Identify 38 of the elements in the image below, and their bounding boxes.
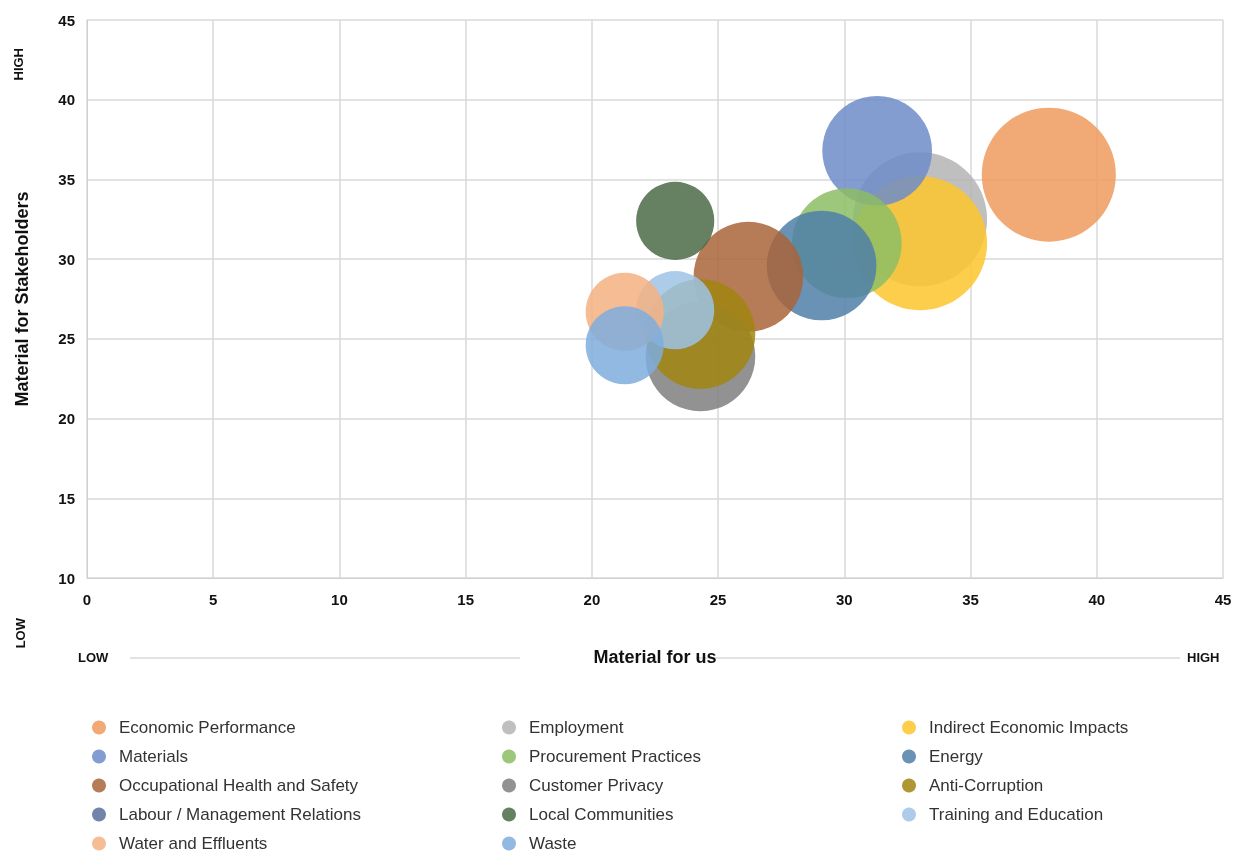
text: LOW bbox=[13, 617, 28, 649]
legend-label: Indirect Economic Impacts bbox=[929, 718, 1129, 737]
x-tick-label: 35 bbox=[962, 591, 979, 608]
y-tick-label: 30 bbox=[58, 250, 75, 268]
legend-label: Local Communities bbox=[529, 805, 674, 824]
legend-label: Economic Performance bbox=[119, 718, 296, 737]
legend-label: Procurement Practices bbox=[529, 747, 701, 766]
y-tick-label: 10 bbox=[58, 569, 75, 587]
x-tick-label: 40 bbox=[1088, 591, 1106, 608]
legend-label: Occupational Health and Safety bbox=[119, 776, 359, 795]
x-tick-label: 5 bbox=[209, 591, 218, 608]
legend-label: Waste bbox=[529, 834, 577, 853]
x-tick-label: 25 bbox=[709, 591, 727, 608]
text: LOW bbox=[78, 650, 110, 665]
legend-label: Water and Effluents bbox=[119, 834, 268, 853]
x-tick-label: 30 bbox=[835, 591, 853, 608]
legend-label: Anti-Corruption bbox=[929, 776, 1044, 795]
x-axis-title: Material for us bbox=[593, 647, 717, 667]
text: HIGH bbox=[1187, 650, 1220, 665]
y-tick-label: 25 bbox=[58, 330, 75, 348]
y-tick-label: 20 bbox=[58, 410, 75, 428]
x-tick-label: 15 bbox=[457, 591, 475, 608]
x-tick-label: 45 bbox=[1214, 591, 1232, 608]
legend-label: Energy bbox=[929, 747, 984, 766]
legend-label: Employment bbox=[529, 718, 624, 737]
legend-label: Training and Education bbox=[929, 805, 1104, 824]
legend-label: Customer Privacy bbox=[529, 776, 664, 795]
y-tick-label: 35 bbox=[58, 170, 75, 188]
x-tick-label: 0 bbox=[82, 591, 92, 608]
x-tick-label: 10 bbox=[331, 591, 348, 608]
y-tick-label: 45 bbox=[58, 11, 75, 29]
y-tick-label: 40 bbox=[58, 91, 75, 109]
text: HIGH bbox=[11, 48, 26, 81]
legend-label: Materials bbox=[119, 747, 188, 766]
x-tick-label: 20 bbox=[583, 591, 601, 608]
y-axis-title: Material for Stakeholders bbox=[12, 191, 32, 407]
y-tick-label: 15 bbox=[58, 489, 75, 507]
legend-label: Labour / Management Relations bbox=[119, 805, 361, 824]
